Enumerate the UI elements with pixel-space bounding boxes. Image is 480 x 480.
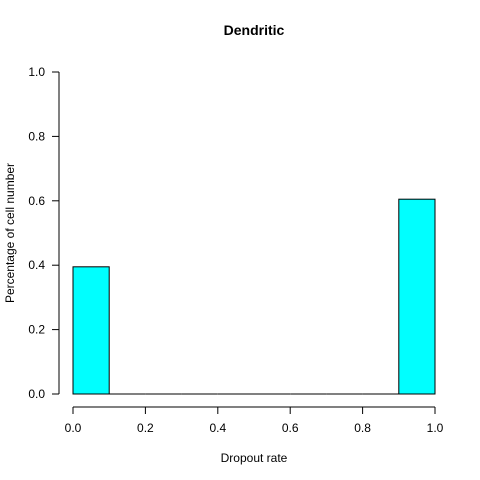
histogram-bar-9 <box>398 198 436 395</box>
histogram-bar-0 <box>72 266 110 395</box>
x-tick-label-0: 0.0 <box>65 421 82 435</box>
x-tick-label-2: 0.4 <box>209 421 226 435</box>
x-tick-label-5: 1.0 <box>427 421 444 435</box>
y-tick-label-0: 0.0 <box>28 387 45 401</box>
bars-group <box>72 198 436 395</box>
x-tick-label-3: 0.6 <box>282 421 299 435</box>
y-tick-label-3: 0.6 <box>28 194 45 208</box>
chart-title: Dendritic <box>224 22 285 38</box>
x-tick-label-4: 0.8 <box>354 421 371 435</box>
y-axis-label: Percentage of cell number <box>3 163 17 303</box>
y-tick-label-4: 0.8 <box>28 129 45 143</box>
y-tick-label-5: 1.0 <box>28 65 45 79</box>
x-tick-label-1: 0.2 <box>137 421 154 435</box>
y-tick-label-1: 0.2 <box>28 323 45 337</box>
x-axis: 0.0 0.2 0.4 0.6 0.8 1.0 <box>65 406 444 435</box>
y-axis: 0.0 0.2 0.4 0.6 0.8 1.0 <box>28 65 60 401</box>
x-axis-label: Dropout rate <box>221 451 288 465</box>
y-tick-label-2: 0.4 <box>28 258 45 272</box>
